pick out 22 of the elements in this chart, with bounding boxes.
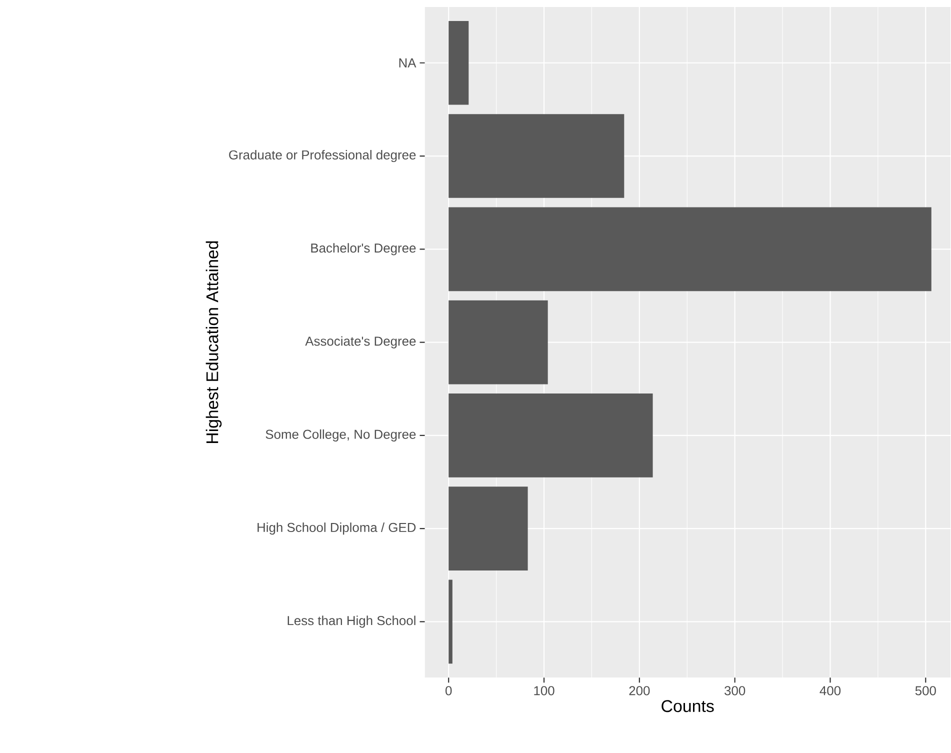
x-tick-label: 200 [629,686,650,696]
x-tick-label: 300 [724,686,746,696]
bar [448,114,624,198]
y-tick-label: Bachelor's Degree [311,243,416,256]
x-tick-label: 500 [915,686,936,696]
y-axis-title: Highest Education Attained [206,242,222,444]
bar [448,21,469,106]
y-tick-label: Some College, No Degree [266,430,416,442]
bar [448,207,932,292]
x-tick-label: 400 [820,686,841,696]
y-tick-label: NA [399,58,416,68]
y-tick-label: Graduate or Professional degree [229,150,416,162]
bar [448,580,452,664]
x-tick-label: 0 [446,686,452,696]
bar [448,394,653,478]
y-tick-label: Associate's Degree [305,336,416,349]
y-tick-label: Less than High School [288,616,416,628]
x-axis-title: Counts [662,700,714,712]
bar [448,486,528,571]
bar [448,300,548,384]
y-tick-label: High School Diploma / GED [258,522,416,535]
x-tick-label: 100 [534,686,554,696]
